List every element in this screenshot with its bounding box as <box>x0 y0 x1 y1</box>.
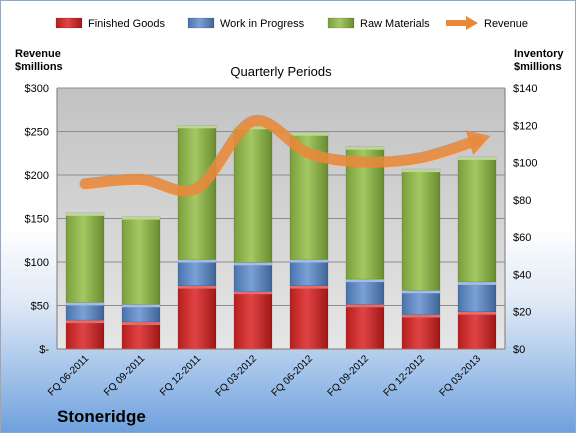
raw-materials-bar-cap <box>234 126 272 130</box>
raw-materials-bar <box>121 216 161 305</box>
right-tick-label: $60 <box>513 232 531 244</box>
finished-goods-bar <box>65 319 105 350</box>
work-in-progress-bar-cap <box>458 281 496 285</box>
finished-goods-bar-cap <box>346 304 384 308</box>
raw-materials-bar-cap <box>122 216 160 220</box>
right-tick-label: $120 <box>513 120 537 132</box>
revenue-arrowhead <box>465 130 491 155</box>
finished-goods-bar-cap <box>122 321 160 325</box>
raw-materials-bar-cap <box>402 169 440 173</box>
legend-label: Work in Progress <box>220 18 305 30</box>
work-in-progress-bar-cap <box>234 262 272 266</box>
raw-materials-bar-cap <box>290 132 328 136</box>
right-tick-label: $80 <box>513 195 531 207</box>
finished-goods-bar-cap <box>178 285 216 289</box>
left-tick-label: $200 <box>25 170 49 182</box>
raw-materials-bar <box>65 212 105 303</box>
finished-goods-bar <box>177 285 217 350</box>
work-in-progress-bar <box>457 281 497 312</box>
revenue-line-group <box>79 114 491 197</box>
bars-group <box>65 125 497 350</box>
work-in-progress-bar-cap <box>346 279 384 283</box>
chart-title: Quarterly Periods <box>230 64 332 79</box>
finished-goods-bar-cap <box>458 311 496 315</box>
work-in-progress-bar <box>177 259 217 286</box>
work-in-progress-bar-cap <box>66 302 104 306</box>
right-axis-label: Inventory $millions <box>514 48 564 73</box>
left-tick-label: $250 <box>25 127 49 139</box>
legend-swatch <box>55 17 83 29</box>
left-axis-label: Revenue $millions <box>15 48 63 73</box>
legend-arrow <box>466 16 478 30</box>
work-in-progress-bar <box>345 278 385 305</box>
work-in-progress-bar-cap <box>290 259 328 263</box>
finished-goods-bar-cap <box>290 285 328 289</box>
x-tick-label: FQ 12-2012 <box>382 353 428 399</box>
raw-materials-bar-cap <box>346 146 384 150</box>
work-in-progress-bar-cap <box>402 290 440 294</box>
revenue-line <box>79 114 483 197</box>
raw-materials-bar <box>233 125 273 263</box>
finished-goods-bar-cap <box>234 291 272 295</box>
x-tick-label: FQ 06-2011 <box>46 353 91 398</box>
x-tick-label: FQ 03-2012 <box>214 353 260 399</box>
x-tick-label: FQ 06-2012 <box>270 353 316 399</box>
work-in-progress-bar <box>289 259 329 286</box>
work-in-progress-bar-cap <box>178 259 216 263</box>
finished-goods-bar-cap <box>402 314 440 318</box>
left-tick-label: $50 <box>31 301 49 313</box>
legend-label: Revenue <box>484 18 528 30</box>
raw-materials-bar-cap <box>178 125 216 129</box>
finished-goods-bar <box>345 304 385 350</box>
finished-goods-bar-cap <box>66 320 104 324</box>
left-tick-label: $- <box>39 344 49 356</box>
raw-materials-bar-cap <box>458 156 496 160</box>
right-tick-label: $20 <box>513 307 531 319</box>
finished-goods-bar <box>233 290 273 350</box>
company-name: Stoneridge <box>57 407 146 426</box>
legend-swatch <box>327 17 355 29</box>
work-in-progress-bar <box>401 290 441 315</box>
left-tick-label: $300 <box>25 83 49 95</box>
right-tick-label: $0 <box>513 344 525 356</box>
legend-swatch <box>187 17 215 29</box>
finished-goods-bar <box>457 311 497 350</box>
legend: Finished Goods Work in Progress Raw Materi… <box>55 16 528 30</box>
left-tick-label: $150 <box>25 214 49 226</box>
right-tick-label: $140 <box>513 83 537 95</box>
finished-goods-bar <box>289 285 329 350</box>
work-in-progress-bar-cap <box>122 304 160 308</box>
finished-goods-bar <box>121 321 161 350</box>
legend-label: Raw Materials <box>360 18 430 30</box>
raw-materials-bar <box>401 168 441 291</box>
x-tick-label: FQ 12-2011 <box>158 353 203 398</box>
work-in-progress-bar <box>233 262 273 292</box>
legend-label: Finished Goods <box>88 18 166 30</box>
right-tick-label: $40 <box>513 269 531 281</box>
raw-materials-bar-cap <box>66 212 104 216</box>
left-tick-label: $100 <box>25 257 49 269</box>
raw-materials-bar <box>345 146 385 280</box>
finished-goods-bar <box>401 314 441 350</box>
x-tick-label: FQ 09-2011 <box>102 353 147 398</box>
x-tick-label: FQ 03-2013 <box>438 353 484 399</box>
right-tick-label: $100 <box>513 158 537 170</box>
x-tick-label: FQ 09-2012 <box>326 353 372 399</box>
raw-materials-bar <box>457 156 497 283</box>
